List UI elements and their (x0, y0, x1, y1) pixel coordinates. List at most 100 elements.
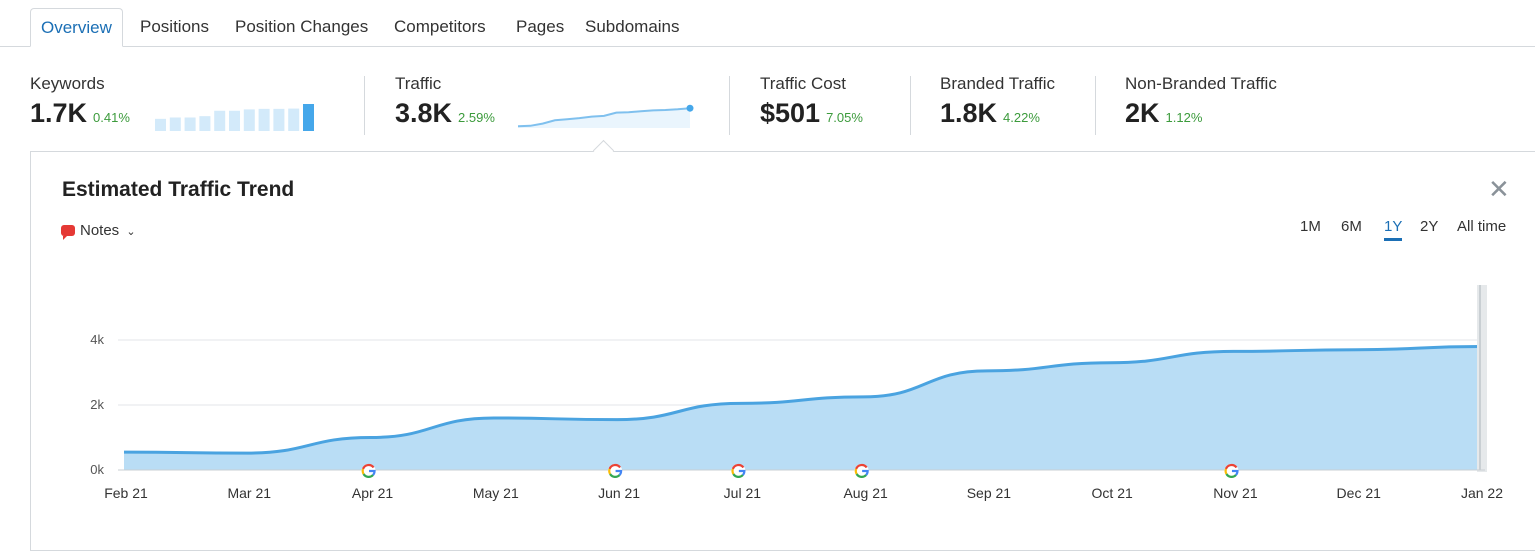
keywords-bar (243, 109, 255, 131)
divider (910, 76, 911, 135)
tab-pages[interactable]: Pages (516, 17, 565, 36)
notes-dropdown[interactable]: Notes ⌄ (61, 222, 136, 240)
range-all-time[interactable]: All time (1457, 218, 1507, 235)
google-icon-yellow (1224, 468, 1228, 475)
tab-competitors[interactable]: Competitors (394, 17, 486, 36)
keywords-bar (214, 110, 226, 131)
x-tick-label: Sep 21 (967, 485, 1012, 501)
x-tick-label: Feb 21 (104, 485, 148, 501)
keywords-mini-bar-chart (155, 104, 314, 131)
google-icon-red (731, 463, 745, 470)
google-icon-blue (369, 469, 376, 476)
metric-change: 1.12% (1165, 110, 1203, 125)
tab-subdomains[interactable]: Subdomains (585, 17, 680, 36)
tab-positions[interactable]: Positions (140, 17, 209, 36)
metric-change: 0.41% (93, 110, 130, 125)
google-icon-blue (862, 469, 869, 476)
metric-branded-traffic[interactable]: Branded Traffic 1.8K 4.22% (940, 74, 1055, 129)
traffic-mini-area (518, 108, 690, 128)
tab-overview[interactable]: Overview (30, 8, 123, 47)
traffic-area (124, 346, 1480, 470)
x-tick-label: Apr 21 (352, 485, 393, 501)
x-tick-label: May 21 (473, 485, 519, 501)
keywords-bar (258, 108, 270, 131)
x-tick-label: Oct 21 (1092, 485, 1133, 501)
x-tick-label: Jan 22 (1461, 485, 1503, 501)
keywords-bar (303, 104, 314, 131)
hover-band (1477, 285, 1487, 472)
y-tick-label: 4k (90, 332, 104, 347)
range-1y[interactable]: 1Y (1384, 218, 1403, 241)
google-icon (854, 463, 869, 478)
google-icon-green (609, 473, 621, 478)
metric-keywords[interactable]: Keywords 1.7K 0.41% (30, 74, 130, 129)
google-icon-blue (738, 469, 746, 476)
google-icon-yellow (731, 468, 735, 475)
metric-change: 7.05% (826, 110, 863, 125)
keywords-bar (273, 108, 285, 131)
google-icon (608, 463, 623, 478)
metric-value: 1.7K (30, 98, 88, 128)
metric-change: 2.59% (458, 110, 495, 125)
google-icon-green (732, 473, 744, 478)
metric-label: Traffic (395, 74, 442, 93)
x-tick-label: Dec 21 (1337, 485, 1382, 501)
x-tick-label: Nov 21 (1213, 485, 1258, 501)
range-6m[interactable]: 6M (1341, 218, 1362, 235)
traffic-mini-endpoint (686, 104, 694, 112)
google-icon-green (1225, 473, 1237, 478)
google-icon-yellow (854, 468, 858, 475)
notes-icon (61, 225, 75, 240)
metric-change: 4.22% (1003, 110, 1040, 125)
traffic-mini-line (518, 107, 691, 128)
metric-non-branded-traffic[interactable]: Non-Branded Traffic 2K 1.12% (1125, 74, 1277, 129)
notes-label: Notes (80, 222, 120, 239)
keywords-bar (169, 117, 181, 131)
google-icon-red (855, 463, 868, 470)
google-icon (361, 463, 376, 478)
google-icon-blue (615, 469, 623, 476)
metric-traffic[interactable]: Traffic 3.8K 2.59% (395, 74, 495, 129)
metric-value: 1.8K (940, 98, 998, 128)
chevron-down-icon: ⌄ (126, 226, 136, 238)
google-icon-blue (1231, 469, 1239, 476)
traffic-mini-line-chart (518, 104, 694, 128)
x-tick-label: Jun 21 (598, 485, 640, 501)
google-icon-yellow (608, 468, 612, 475)
google-icon-green (362, 473, 374, 478)
tab-position-changes[interactable]: Position Changes (235, 17, 369, 36)
keywords-bar (155, 118, 166, 131)
close-icon[interactable]: ✕ (1488, 174, 1510, 204)
panel-title: Estimated Traffic Trend (62, 178, 295, 201)
keywords-bar (229, 110, 240, 131)
divider (364, 76, 365, 135)
range-1m[interactable]: 1M (1300, 218, 1321, 235)
range-2y[interactable]: 2Y (1420, 218, 1439, 235)
metric-label: Non-Branded Traffic (1125, 74, 1277, 93)
metric-value: 3.8K (395, 98, 453, 128)
metric-label: Keywords (30, 74, 105, 93)
keywords-bar (199, 116, 211, 131)
metric-traffic-cost[interactable]: Traffic Cost $501 7.05% (760, 74, 863, 129)
y-tick-label: 0k (90, 462, 104, 477)
keywords-bar (184, 117, 196, 131)
google-icon-red (362, 463, 375, 470)
metric-value: $501 (760, 98, 821, 128)
google-icon-yellow (361, 468, 365, 475)
x-tick-label: Jul 21 (724, 485, 762, 501)
x-tick-label: Aug 21 (843, 485, 888, 501)
google-icon (731, 463, 746, 478)
metric-value: 2K (1125, 98, 1160, 128)
google-icon-green (855, 473, 867, 478)
report-tabs: Overview Positions Position Changes Comp… (0, 0, 1535, 47)
keywords-bar (288, 108, 300, 131)
divider (729, 76, 730, 135)
metric-label: Branded Traffic (940, 74, 1055, 93)
google-icon-red (1224, 463, 1238, 470)
x-tick-label: Mar 21 (227, 485, 271, 501)
divider (1095, 76, 1096, 135)
google-icon (1224, 463, 1239, 478)
traffic-line (123, 345, 1481, 455)
traffic-trend-chart: 0k 2k 4k Feb 21 Mar 21 Apr 21 May 21 Jun 21 Jul … (90, 285, 1503, 501)
y-tick-label: 2k (90, 397, 104, 412)
